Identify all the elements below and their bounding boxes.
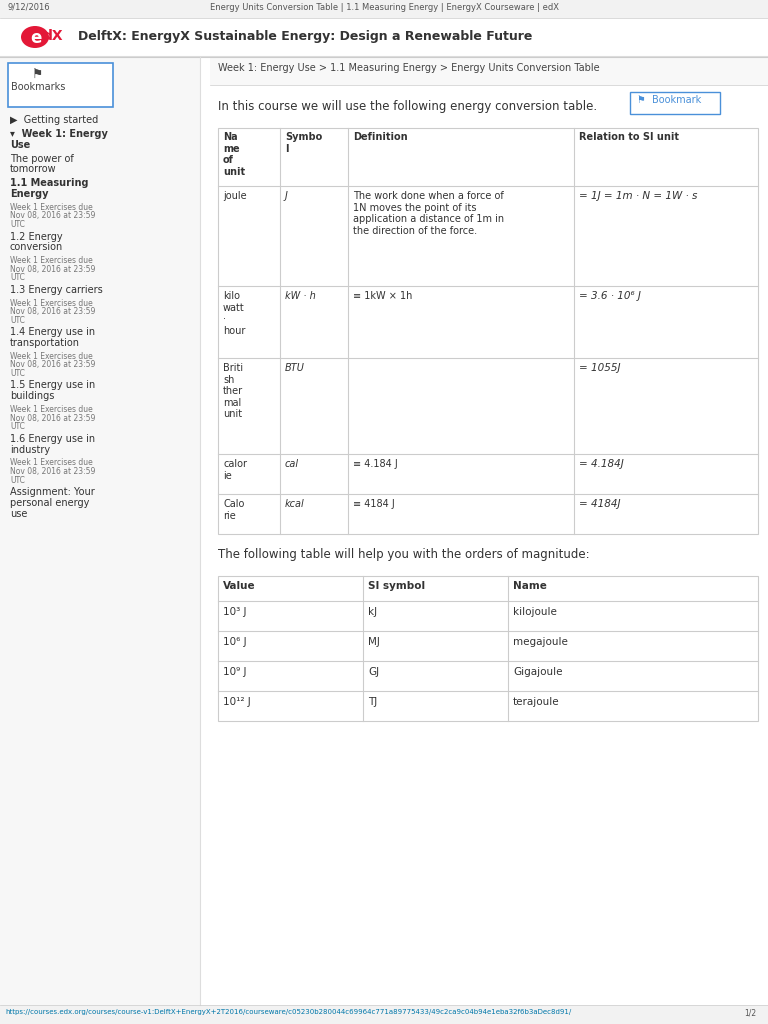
Text: Week 1 Exercises due: Week 1 Exercises due — [10, 406, 93, 414]
Text: Week 1: Energy Use > 1.1 Measuring Energy > Energy Units Conversion Table: Week 1: Energy Use > 1.1 Measuring Energ… — [218, 63, 600, 73]
Text: 1/2: 1/2 — [744, 1009, 756, 1018]
Text: ⚑  Bookmark: ⚑ Bookmark — [637, 95, 701, 105]
Text: Calo
rie: Calo rie — [223, 499, 244, 520]
Text: GJ: GJ — [368, 667, 379, 677]
Text: tomorrow: tomorrow — [10, 165, 57, 174]
Text: transportation: transportation — [10, 338, 80, 348]
Text: 10¹² J: 10¹² J — [223, 697, 250, 707]
Text: SI symbol: SI symbol — [368, 581, 425, 591]
Text: Nov 08, 2016 at 23:59: Nov 08, 2016 at 23:59 — [10, 307, 95, 316]
Text: e: e — [30, 29, 41, 47]
Text: = 4184J: = 4184J — [579, 499, 621, 509]
Text: J: J — [285, 191, 288, 201]
Text: kW · h: kW · h — [285, 291, 316, 301]
Text: UTC: UTC — [10, 273, 25, 283]
Text: Value: Value — [223, 581, 256, 591]
Text: Briti
sh
ther
mal
unit: Briti sh ther mal unit — [223, 362, 243, 420]
Text: = 4.184J: = 4.184J — [579, 459, 624, 469]
Text: 1.5 Energy use in: 1.5 Energy use in — [10, 381, 95, 390]
Text: https://courses.edx.org/courses/course-v1:DelftX+EnergyX+2T2016/courseware/c0523: https://courses.edx.org/courses/course-v… — [5, 1009, 571, 1015]
Text: 10⁶ J: 10⁶ J — [223, 637, 247, 647]
Text: kcal: kcal — [285, 499, 305, 509]
Text: Week 1 Exercises due: Week 1 Exercises due — [10, 299, 93, 307]
Text: 1.2 Energy: 1.2 Energy — [10, 231, 63, 242]
Text: Nov 08, 2016 at 23:59: Nov 08, 2016 at 23:59 — [10, 212, 95, 220]
Bar — [0, 0, 768, 18]
Text: cal: cal — [285, 459, 299, 469]
Text: Nov 08, 2016 at 23:59: Nov 08, 2016 at 23:59 — [10, 414, 95, 423]
Bar — [630, 92, 720, 114]
Text: In this course we will use the following energy conversion table.: In this course we will use the following… — [218, 100, 598, 113]
Text: ⚑: ⚑ — [32, 68, 44, 81]
Text: BTU: BTU — [285, 362, 305, 373]
Text: terajoule: terajoule — [513, 697, 560, 707]
Text: The following table will help you with the orders of magnitude:: The following table will help you with t… — [218, 548, 590, 561]
Bar — [210, 57, 768, 85]
Text: Gigajoule: Gigajoule — [513, 667, 562, 677]
Text: kilo
watt
·
hour: kilo watt · hour — [223, 291, 245, 336]
Text: The power of: The power of — [10, 154, 74, 164]
Text: 9/12/2016: 9/12/2016 — [8, 3, 51, 12]
Text: 1.3 Energy carriers: 1.3 Energy carriers — [10, 285, 103, 295]
Text: dX: dX — [42, 29, 63, 43]
Text: 1.4 Energy use in: 1.4 Energy use in — [10, 328, 95, 337]
Text: megajoule: megajoule — [513, 637, 568, 647]
Text: 1.6 Energy use in: 1.6 Energy use in — [10, 434, 95, 443]
Text: Week 1 Exercises due: Week 1 Exercises due — [10, 203, 93, 212]
Text: calor
ie: calor ie — [223, 459, 247, 480]
Bar — [218, 575, 758, 721]
Text: Nov 08, 2016 at 23:59: Nov 08, 2016 at 23:59 — [10, 467, 95, 476]
Text: joule: joule — [223, 191, 247, 201]
Text: 10⁹ J: 10⁹ J — [223, 667, 247, 677]
Text: Nov 08, 2016 at 23:59: Nov 08, 2016 at 23:59 — [10, 265, 95, 273]
Text: = 1J = 1m · N = 1W · s: = 1J = 1m · N = 1W · s — [579, 191, 697, 201]
Ellipse shape — [21, 26, 49, 48]
Text: TJ: TJ — [368, 697, 377, 707]
Text: Symbo
l: Symbo l — [285, 132, 323, 154]
Text: Nov 08, 2016 at 23:59: Nov 08, 2016 at 23:59 — [10, 360, 95, 370]
Bar — [0, 57, 200, 1024]
Text: UTC: UTC — [10, 315, 25, 325]
Text: conversion: conversion — [10, 243, 63, 252]
Text: = 3.6 · 10⁶ J: = 3.6 · 10⁶ J — [579, 291, 641, 301]
Text: DelftX: EnergyX Sustainable Energy: Design a Renewable Future: DelftX: EnergyX Sustainable Energy: Desi… — [78, 30, 532, 43]
Text: UTC: UTC — [10, 220, 25, 229]
Text: UTC: UTC — [10, 422, 25, 431]
Bar — [218, 128, 758, 534]
Bar — [8, 63, 113, 106]
Text: ▶  Getting started: ▶ Getting started — [10, 115, 98, 125]
Text: Na
me
of
unit: Na me of unit — [223, 132, 245, 177]
Text: Energy: Energy — [10, 189, 48, 199]
Text: personal energy: personal energy — [10, 498, 89, 508]
Text: Relation to SI unit: Relation to SI unit — [579, 132, 679, 142]
Text: Week 1 Exercises due: Week 1 Exercises due — [10, 352, 93, 360]
Text: The work done when a force of
1N moves the point of its
application a distance o: The work done when a force of 1N moves t… — [353, 191, 504, 236]
Text: ≡ 4.184 J: ≡ 4.184 J — [353, 459, 398, 469]
Text: UTC: UTC — [10, 475, 25, 484]
Text: kJ: kJ — [368, 607, 377, 617]
Text: ≡ 4184 J: ≡ 4184 J — [353, 499, 395, 509]
Text: Week 1 Exercises due: Week 1 Exercises due — [10, 459, 93, 468]
Text: 10³ J: 10³ J — [223, 607, 247, 617]
Text: Energy Units Conversion Table | 1.1 Measuring Energy | EnergyX Courseware | edX: Energy Units Conversion Table | 1.1 Meas… — [210, 3, 558, 12]
Text: ▾  Week 1: Energy: ▾ Week 1: Energy — [10, 129, 108, 139]
Text: ≡ 1kW × 1h: ≡ 1kW × 1h — [353, 291, 412, 301]
Text: = 1055J: = 1055J — [579, 362, 621, 373]
Text: industry: industry — [10, 444, 50, 455]
Text: buildings: buildings — [10, 391, 55, 401]
Text: Week 1 Exercises due: Week 1 Exercises due — [10, 256, 93, 265]
Text: kilojoule: kilojoule — [513, 607, 557, 617]
Text: Bookmarks: Bookmarks — [11, 82, 65, 92]
Text: UTC: UTC — [10, 369, 25, 378]
Text: use: use — [10, 509, 28, 519]
Text: 1.1 Measuring: 1.1 Measuring — [10, 178, 88, 188]
Bar — [0, 18, 768, 56]
Bar — [0, 1005, 768, 1024]
Text: Definition: Definition — [353, 132, 408, 142]
Text: Assignment: Your: Assignment: Your — [10, 487, 94, 497]
Text: Use: Use — [10, 139, 30, 150]
Text: Name: Name — [513, 581, 547, 591]
Text: MJ: MJ — [368, 637, 380, 647]
